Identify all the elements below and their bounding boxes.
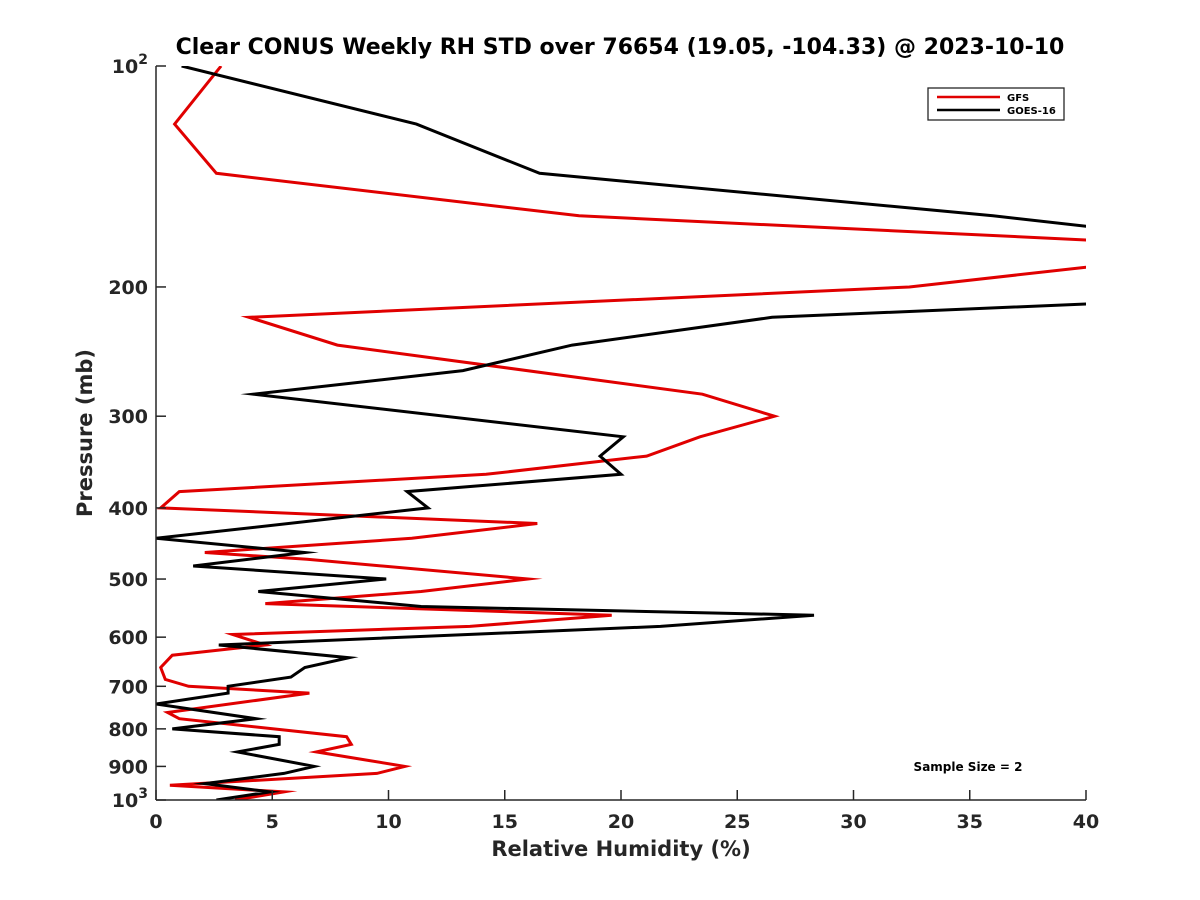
- series-line-goes16: [156, 66, 1086, 800]
- x-tick-label: 10: [375, 811, 401, 833]
- y-tick-label: 200: [108, 277, 148, 299]
- y-tick-label: 800: [108, 719, 148, 741]
- x-tick-label: 15: [492, 811, 518, 833]
- y-tick-label: 102: [112, 52, 148, 78]
- axes: [155, 66, 1086, 801]
- y-tick-label: 300: [108, 406, 148, 428]
- y-tick-label: 700: [108, 676, 148, 698]
- y-tick-label: 600: [108, 627, 148, 649]
- x-tick-label: 30: [840, 811, 866, 833]
- y-tick-label: 400: [108, 498, 148, 520]
- y-axis-label: Pressure (mb): [73, 349, 97, 517]
- x-ticks: 0 5 10 15 20 25 30 35 40: [149, 790, 1099, 833]
- y-ticks: 102 200 300 400 500 600 700 800 900 103: [108, 52, 166, 812]
- series-line-gfs: [156, 66, 1086, 800]
- y-tick-label: 103: [112, 786, 148, 812]
- x-tick-label: 40: [1073, 811, 1099, 833]
- x-tick-label: 25: [724, 811, 750, 833]
- sample-size-annotation: Sample Size = 2: [914, 760, 1023, 774]
- y-tick-label: 500: [108, 569, 148, 591]
- series-layer: [156, 66, 1086, 800]
- legend-label-goes16: GOES-16: [1007, 106, 1056, 117]
- x-tick-label: 35: [957, 811, 983, 833]
- legend: GFS GOES-16: [927, 87, 1065, 121]
- y-tick-label: 900: [108, 756, 148, 778]
- legend-label-gfs: GFS: [1007, 93, 1029, 104]
- legend-box: [927, 87, 1065, 121]
- x-tick-label: 0: [149, 811, 162, 833]
- x-tick-label: 20: [608, 811, 634, 833]
- x-axis-label: Relative Humidity (%): [491, 837, 750, 861]
- x-tick-label: 5: [266, 811, 279, 833]
- chart-title: Clear CONUS Weekly RH STD over 76654 (19…: [176, 35, 1065, 60]
